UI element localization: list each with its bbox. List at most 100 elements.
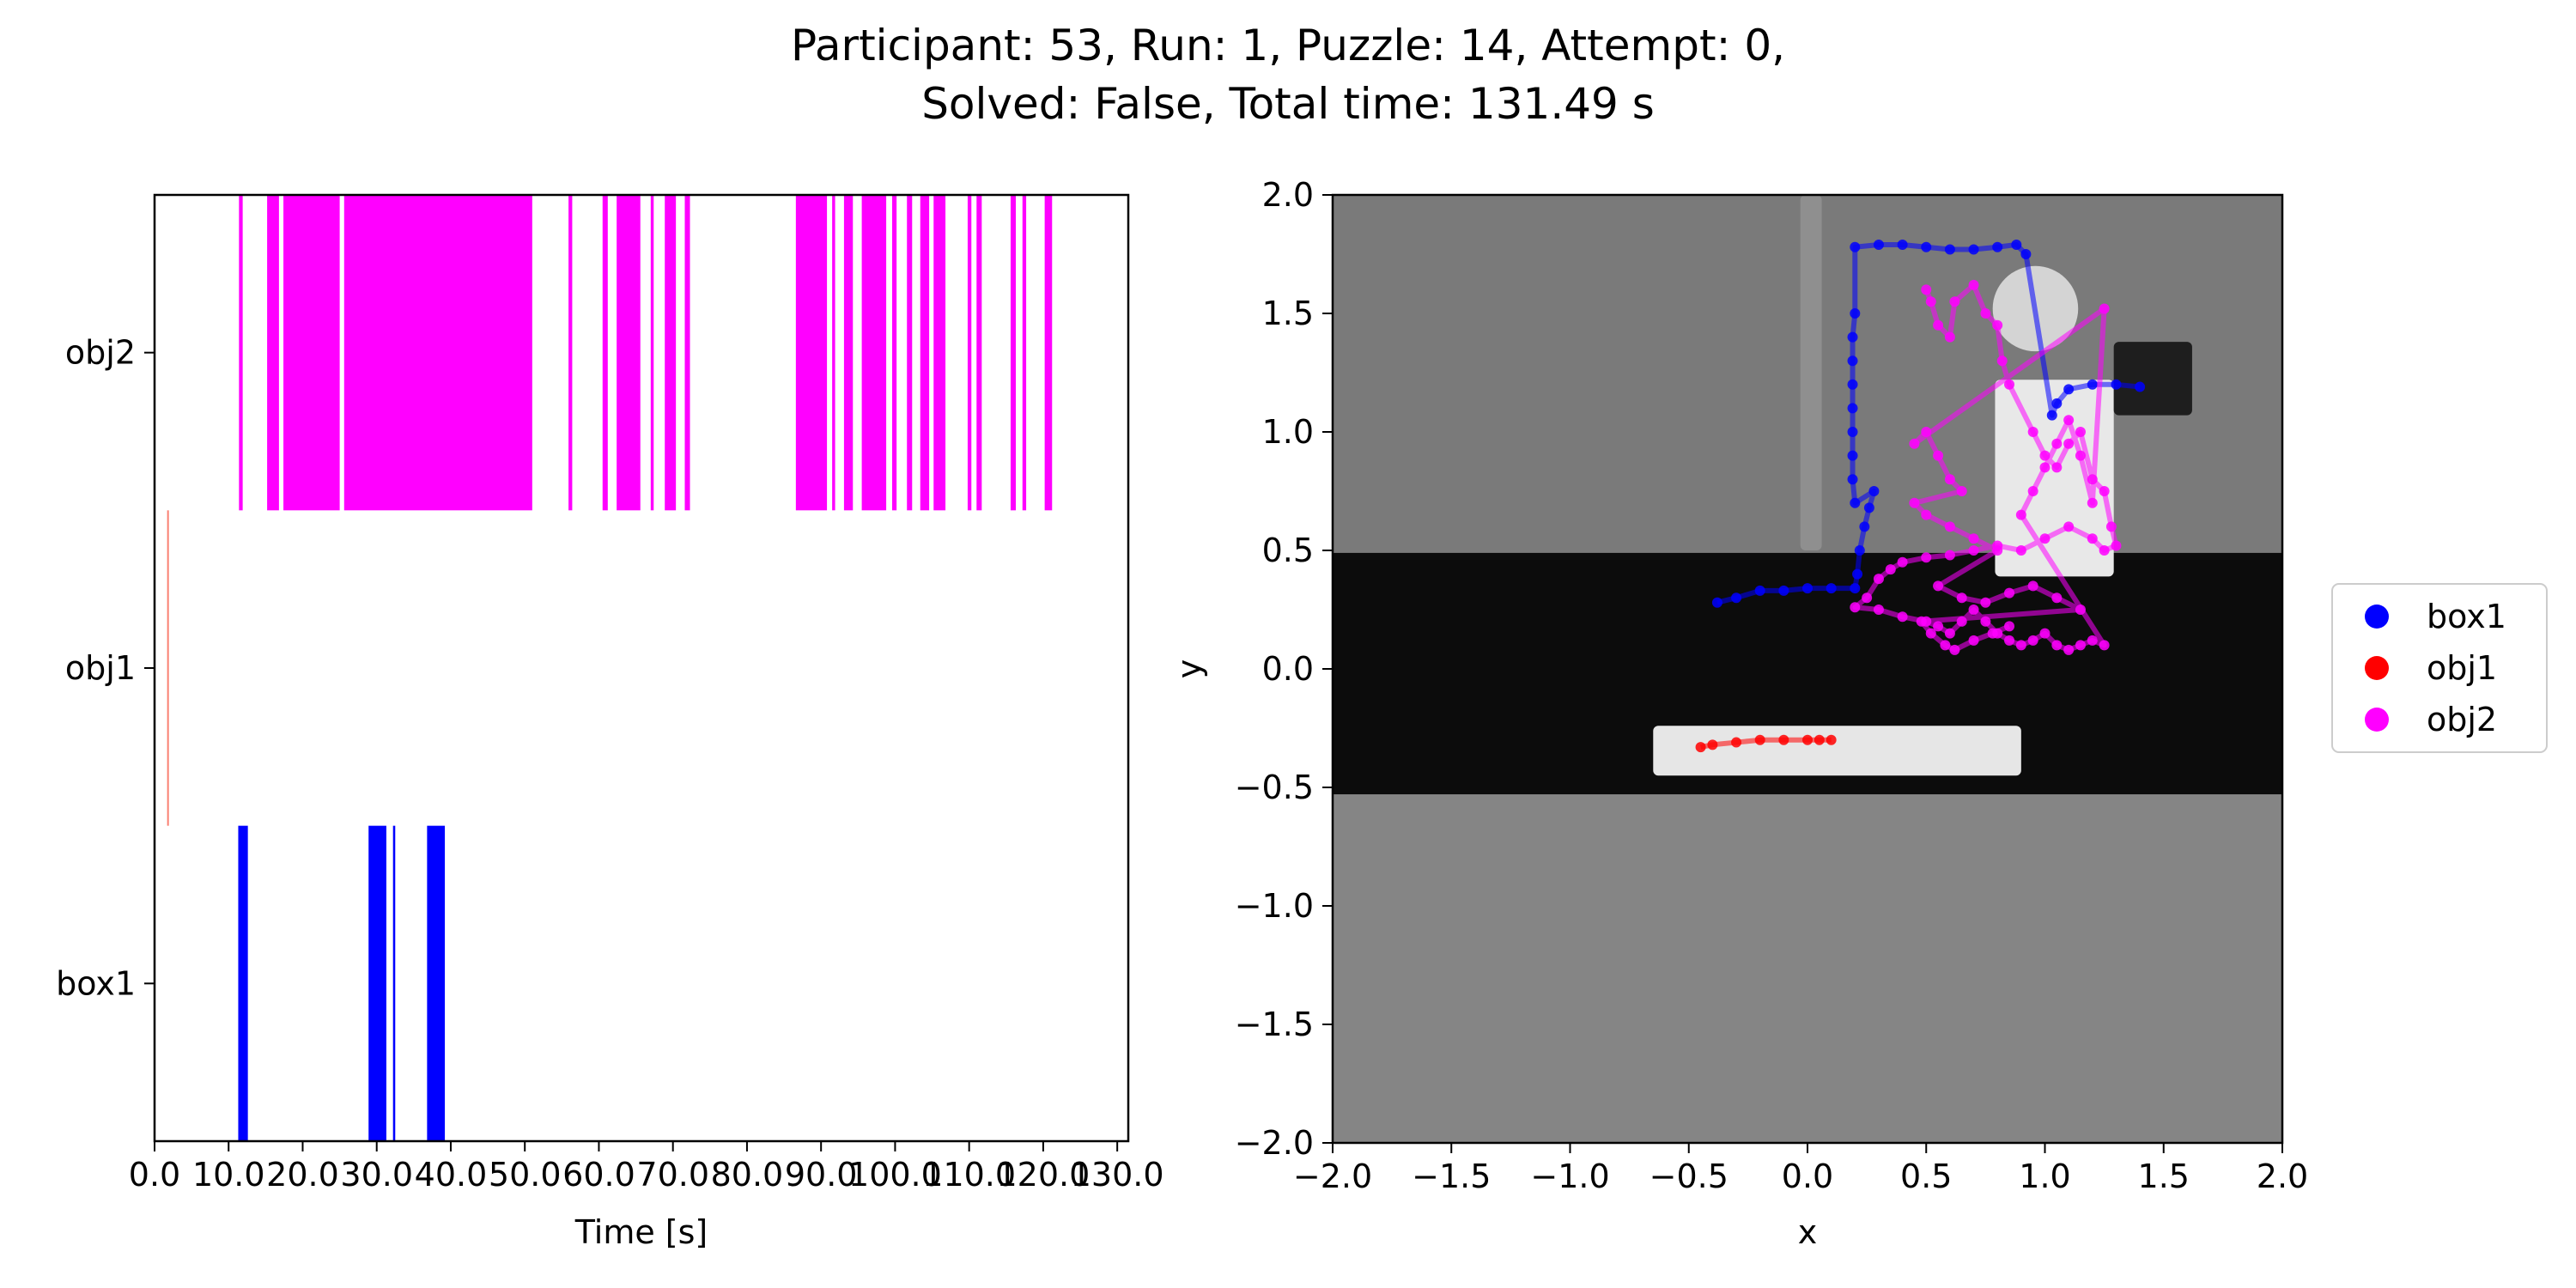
point-box1-25 bbox=[1944, 244, 1955, 255]
point-obj1-7 bbox=[1826, 734, 1837, 745]
bar-obj2-14 bbox=[891, 195, 897, 511]
point-box1-0 bbox=[1711, 597, 1722, 608]
timeline-ytick-label-obj2: obj2 bbox=[65, 334, 136, 372]
point-obj2-44 bbox=[2027, 635, 2038, 646]
point-obj2-76 bbox=[1916, 616, 1927, 627]
point-obj2-39 bbox=[1968, 605, 1979, 615]
point-obj2-38 bbox=[1956, 616, 1967, 627]
point-obj2-45 bbox=[2039, 628, 2050, 639]
point-obj2-48 bbox=[2075, 640, 2086, 651]
bar-obj2-16 bbox=[920, 195, 930, 511]
timeline-xtick-label-6: 60.0 bbox=[562, 1156, 635, 1194]
point-obj2-1 bbox=[1925, 296, 1936, 307]
trajectory-ytick-label-4: 0.0 bbox=[1262, 650, 1314, 688]
bar-obj2-4 bbox=[568, 195, 573, 511]
trajectory-ytick-label-7: 1.5 bbox=[1262, 295, 1314, 332]
point-obj2-42 bbox=[2004, 635, 2015, 646]
legend-marker-obj1 bbox=[2365, 656, 2389, 680]
point-obj2-75 bbox=[2075, 605, 2086, 615]
point-obj2-36 bbox=[1933, 621, 1944, 632]
timeline-xtick-label-0: 0.0 bbox=[129, 1156, 180, 1194]
timeline-xtick-label-1: 10.0 bbox=[192, 1156, 265, 1194]
point-obj2-27 bbox=[1921, 552, 1932, 563]
point-obj2-74 bbox=[2051, 592, 2063, 604]
bar-obj2-17 bbox=[933, 195, 946, 511]
timeline-xtick-label-3: 30.0 bbox=[340, 1156, 413, 1194]
point-obj2-40 bbox=[1980, 616, 1991, 627]
bar-obj2-22 bbox=[1044, 195, 1053, 511]
point-obj2-23 bbox=[2015, 545, 2026, 556]
point-obj2-0 bbox=[1921, 284, 1932, 295]
point-obj2-73 bbox=[2027, 580, 2038, 592]
point-obj2-47 bbox=[2063, 644, 2075, 655]
point-box1-34 bbox=[2111, 379, 2122, 390]
bar-obj2-13 bbox=[861, 195, 887, 511]
legend-marker-box1 bbox=[2365, 605, 2389, 629]
point-box1-8 bbox=[1854, 545, 1865, 556]
bar-obj2-8 bbox=[665, 195, 677, 511]
point-obj2-50 bbox=[2099, 640, 2110, 651]
point-box1-17 bbox=[1847, 379, 1858, 390]
point-obj2-20 bbox=[2087, 533, 2098, 544]
point-obj2-5 bbox=[1968, 279, 1979, 290]
point-obj2-62 bbox=[1944, 474, 1955, 485]
timeline-chart: 0.0 10.0 20.0 30.0 40.0 50.0 60.0 70.0 80.0 90.01… bbox=[56, 193, 1164, 1251]
figure-title-line1: Participant: 53, Run: 1, Puzzle: 14, Att… bbox=[791, 21, 1785, 70]
bar-obj2-7 bbox=[650, 195, 654, 511]
trajectory-ytick-label-2: −1.0 bbox=[1235, 887, 1314, 925]
background-prop-0 bbox=[1653, 726, 2021, 776]
point-obj2-49 bbox=[2087, 635, 2098, 646]
bar-box1-2 bbox=[392, 825, 396, 1141]
timeline-xtick-label-2: 20.0 bbox=[266, 1156, 339, 1194]
point-box1-20 bbox=[1850, 308, 1861, 319]
point-obj2-79 bbox=[1949, 644, 1960, 655]
timeline-xtick-label-12: 120.0 bbox=[997, 1156, 1091, 1194]
legend-frame bbox=[2331, 583, 2548, 753]
point-obj2-65 bbox=[1921, 509, 1932, 520]
point-obj2-72 bbox=[2004, 587, 2015, 598]
trajectory-chart: −2.0 −1.5 −1.0 −0.5 0.0 0.5 1.0 1.5 2.0 −2.0 −1.5 −… bbox=[1170, 176, 2308, 1251]
bar-obj2-15 bbox=[907, 195, 913, 511]
point-obj2-8 bbox=[1996, 355, 2008, 367]
trajectory-ytick-label-6: 1.0 bbox=[1262, 413, 1314, 451]
point-box1-10 bbox=[1863, 502, 1874, 513]
trajectory-ylabel: y bbox=[1170, 659, 1208, 679]
point-box1-1 bbox=[1731, 592, 1742, 604]
point-obj2-28 bbox=[1897, 556, 1908, 568]
point-box1-31 bbox=[2051, 398, 2063, 409]
point-obj2-77 bbox=[1925, 628, 1936, 639]
trajectory-xtick-label-7: 1.5 bbox=[2138, 1157, 2190, 1195]
point-obj1-5 bbox=[1802, 734, 1813, 745]
point-box1-9 bbox=[1859, 521, 1870, 532]
timeline-xtick-label-8: 80.0 bbox=[711, 1156, 784, 1194]
point-box1-4 bbox=[1802, 583, 1813, 594]
timeline-ytick-label-box1: box1 bbox=[56, 964, 136, 1002]
point-obj1-4 bbox=[1778, 734, 1789, 745]
point-obj2-57 bbox=[2087, 497, 2098, 508]
point-obj2-2 bbox=[1933, 319, 1944, 331]
figure-title-line2: Solved: False, Total time: 131.49 s bbox=[921, 79, 1655, 129]
trajectory-xtick-label-1: −1.5 bbox=[1412, 1157, 1491, 1195]
point-obj2-81 bbox=[1987, 628, 1998, 639]
timeline-xtick-label-11: 110.0 bbox=[922, 1156, 1016, 1194]
point-box1-24 bbox=[1921, 241, 1932, 252]
point-box1-15 bbox=[1847, 427, 1858, 437]
point-obj2-4 bbox=[1949, 296, 1960, 307]
point-obj2-18 bbox=[2111, 540, 2122, 551]
point-box1-7 bbox=[1852, 568, 1863, 580]
bar-obj2-2 bbox=[283, 195, 340, 511]
trajectory-xtick-label-0: −2.0 bbox=[1293, 1157, 1372, 1195]
point-obj2-61 bbox=[1933, 450, 1944, 461]
point-box1-16 bbox=[1847, 403, 1858, 414]
bar-box1-1 bbox=[368, 825, 386, 1141]
point-box1-6 bbox=[1850, 583, 1861, 594]
point-box1-5 bbox=[1826, 583, 1837, 594]
legend-label-obj2: obj2 bbox=[2427, 701, 2497, 738]
point-obj2-19 bbox=[2099, 545, 2110, 556]
trajectory-ytick-label-3: −0.5 bbox=[1235, 769, 1314, 806]
point-obj2-3 bbox=[1944, 331, 1955, 343]
point-obj1-1 bbox=[1707, 739, 1718, 750]
point-box1-33 bbox=[2087, 379, 2098, 390]
point-obj2-21 bbox=[2063, 521, 2075, 532]
